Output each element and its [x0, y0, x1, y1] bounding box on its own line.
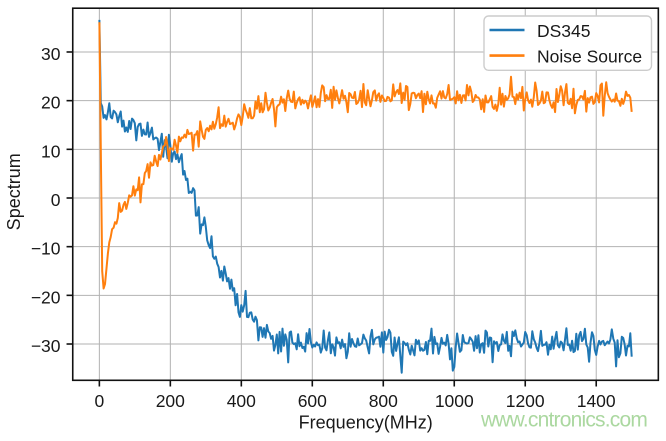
svg-text:600: 600: [298, 391, 327, 411]
svg-text:−20: −20: [31, 287, 61, 307]
svg-text:www.cntronics.com: www.cntronics.com: [480, 408, 647, 431]
svg-text:Frequency(MHz): Frequency(MHz): [299, 413, 433, 433]
svg-text:Spectrum: Spectrum: [4, 153, 24, 230]
svg-text:400: 400: [227, 391, 256, 411]
svg-text:−30: −30: [31, 336, 61, 356]
svg-text:1200: 1200: [506, 391, 545, 411]
svg-text:10: 10: [41, 141, 61, 161]
svg-text:DS345: DS345: [537, 21, 591, 41]
svg-text:20: 20: [41, 93, 61, 113]
svg-text:0: 0: [95, 391, 105, 411]
svg-text:30: 30: [41, 44, 61, 64]
svg-text:−10: −10: [31, 239, 61, 259]
svg-text:200: 200: [156, 391, 185, 411]
svg-text:0: 0: [51, 190, 61, 210]
svg-text:1400: 1400: [577, 391, 616, 411]
svg-text:Noise Source: Noise Source: [537, 47, 642, 67]
svg-text:1000: 1000: [435, 391, 474, 411]
svg-text:800: 800: [369, 391, 398, 411]
